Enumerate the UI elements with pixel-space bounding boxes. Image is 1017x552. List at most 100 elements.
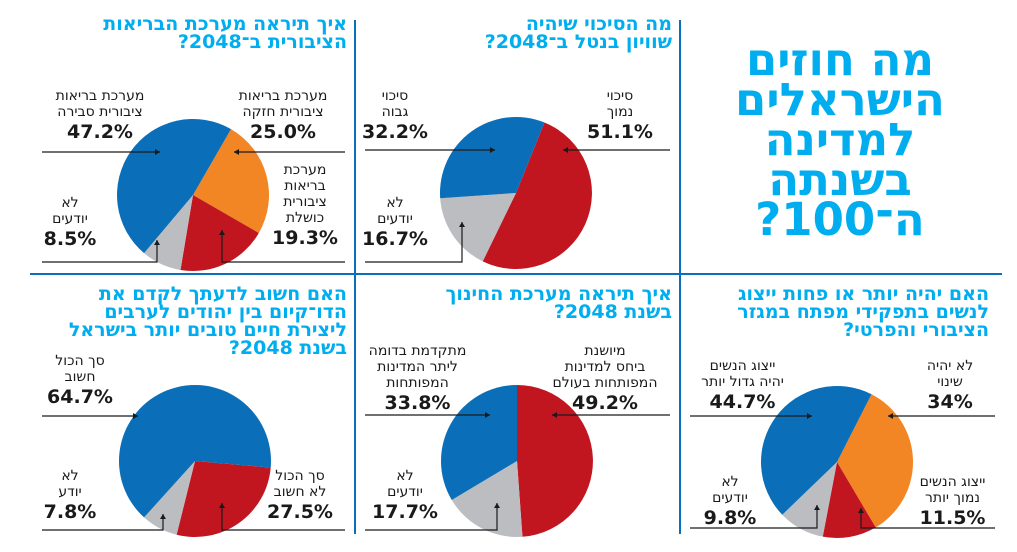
title-line: הדו־קיום בין יהודים לערבים [104, 301, 347, 323]
slice-label-text: סיכוי [381, 88, 409, 104]
slice-label-text: בריאות [284, 178, 326, 194]
slice-label-text: לא [61, 468, 79, 484]
main-title-line: ה־100? [755, 193, 925, 246]
pie-chart-health [42, 119, 345, 271]
pie-slice [144, 461, 195, 535]
slice-label: מערכת בריאות ציבורית כושלת 19.3% [265, 162, 345, 249]
chart-title-coexistence: האם חשוב לדעתך לקדם את הדו־קיום בין יהוד… [68, 283, 347, 358]
slice-label-text: מערכת [283, 162, 327, 178]
slice-label-text: יודע [58, 484, 82, 500]
slice-label-text: יודעים [712, 490, 748, 506]
title-line: איך תיראה מערכת הבריאות [103, 13, 347, 35]
title-line: איך תיראה מערכת החינוך [445, 283, 672, 305]
slice-label-text: מיושנת [584, 343, 626, 359]
main-title: מה חוזים הישראלים למדינה בשנתה ה־100? [690, 33, 990, 246]
pie-chart-coexistence [42, 384, 345, 537]
slice-label-text: ציבורית סבירה [57, 104, 143, 120]
divider-vertical-left [354, 20, 356, 534]
chart-title-cancer: מה הסיכוי שיהיה שוויון בנטל ב־2048? [485, 15, 672, 52]
leader-line [365, 503, 498, 531]
title-line: הציבורית ב־2048? [177, 31, 347, 53]
slice-label-text: נמוך [606, 104, 634, 120]
leader-line [690, 505, 818, 529]
slice-label: לא יודעים 17.7% [370, 468, 440, 523]
pie-slice [176, 461, 271, 537]
chart-title-education: איך תיראה מערכת החינוך בשנת 2048? [445, 283, 672, 323]
slice-label-text: ביחס למדינות [564, 359, 646, 375]
pie-slice [451, 461, 523, 537]
pie-slice [440, 193, 516, 262]
slice-label: מערכת בריאות ציבורית חזקה 25.0% [228, 88, 338, 143]
slice-value: 34% [927, 391, 973, 413]
slice-label-text: לא [396, 468, 414, 484]
slice-label-text: מערכת בריאות [238, 88, 328, 104]
slice-label-text: סך הכול [55, 353, 105, 369]
slice-value: 44.7% [709, 391, 776, 413]
slice-label: ייצוג הנשים נמוך יותר 11.5% [905, 474, 1000, 529]
slice-value: 19.3% [272, 227, 338, 249]
leader-line [42, 514, 164, 531]
slice-value: 51.1% [587, 121, 653, 143]
pie-slice [180, 195, 259, 271]
title-line: ליצירת חיים טובים יותר בישראל [68, 319, 347, 341]
leader-line [860, 508, 995, 529]
pie-slice [822, 462, 876, 538]
slice-label-text: כושלת [285, 210, 325, 226]
main-title-line: מה חוזים [745, 33, 935, 86]
slice-label-text: לא [386, 195, 404, 211]
slice-label: לא יודע 7.8% [40, 468, 100, 523]
slice-label-text: סך הכול [275, 468, 325, 484]
slice-label-text: יודעים [52, 211, 88, 227]
slice-value: 7.8% [43, 501, 97, 523]
pie-chart-cancer [365, 116, 670, 269]
slice-label: לא יודעים 8.5% [40, 195, 100, 250]
slice-value: 32.2% [362, 121, 428, 143]
slice-value: 64.7% [47, 386, 113, 408]
slice-label-text: יודעים [377, 211, 413, 227]
slice-label-text: ייצוג הנשים [919, 474, 986, 490]
slice-label: מתקדמת בדומה ליתר המדינות המפותחות 33.8% [355, 343, 480, 414]
slice-label-text: ליתר המדינות [377, 359, 458, 375]
pie-slice [144, 195, 193, 270]
slice-value: 33.8% [384, 392, 451, 414]
pie-slice [760, 385, 872, 515]
slice-value: 8.5% [43, 228, 97, 250]
slice-label: ייצוג הנשים יהיה גדול יותר 44.7% [685, 358, 800, 413]
title-line: האם חשוב לדעתך לקדם את [98, 283, 347, 305]
arrow-head-icon [459, 222, 465, 227]
slice-label: לא יודעים 9.8% [690, 474, 770, 529]
slice-label: סך הכול חשוב 64.7% [40, 353, 120, 408]
slice-label: סך הכול לא חשוב 27.5% [255, 468, 345, 523]
main-title-line: למדינה [764, 113, 916, 166]
arrow-head-icon [888, 413, 893, 419]
arrow-head-icon [814, 505, 820, 510]
slice-label-text: סיכוי [606, 88, 634, 104]
arrow-head-icon [234, 149, 239, 155]
slice-value: 9.8% [703, 507, 757, 529]
chart-title-women: האם יהיה יותר או פחות ייצוג לנשים בתפקיד… [737, 285, 989, 340]
slice-label-text: חשוב [64, 369, 96, 385]
arrow-head-icon [219, 503, 225, 508]
leader-line [365, 222, 463, 263]
arrow-head-icon [563, 147, 568, 153]
pie-chart-women [690, 385, 995, 538]
arrow-head-icon [485, 412, 490, 418]
arrow-head-icon [858, 508, 864, 513]
slice-label-text: מערכת בריאות [55, 88, 145, 104]
slice-label-text: לא חשוב [273, 484, 327, 500]
slice-value: 27.5% [267, 501, 333, 523]
slice-value: 25.0% [250, 121, 316, 143]
slice-label: לא יהיה שינוי 34% [910, 358, 990, 413]
slice-label-text: נמוך יותר [925, 490, 980, 506]
pie-slice [440, 116, 545, 199]
chart-title-health: איך תיראה מערכת הבריאות הציבורית ב־2048? [103, 13, 347, 53]
pie-slice [482, 122, 592, 269]
slice-value: 47.2% [67, 121, 133, 143]
slice-label-text: לא [61, 195, 79, 211]
slice-value: 11.5% [919, 507, 986, 529]
slice-label-text: המפותחות בעולם [552, 375, 658, 391]
title-line: בשנת 2048? [553, 301, 672, 323]
slice-label-text: ציבורית [283, 194, 327, 210]
slice-label-text: שינוי [937, 374, 963, 390]
